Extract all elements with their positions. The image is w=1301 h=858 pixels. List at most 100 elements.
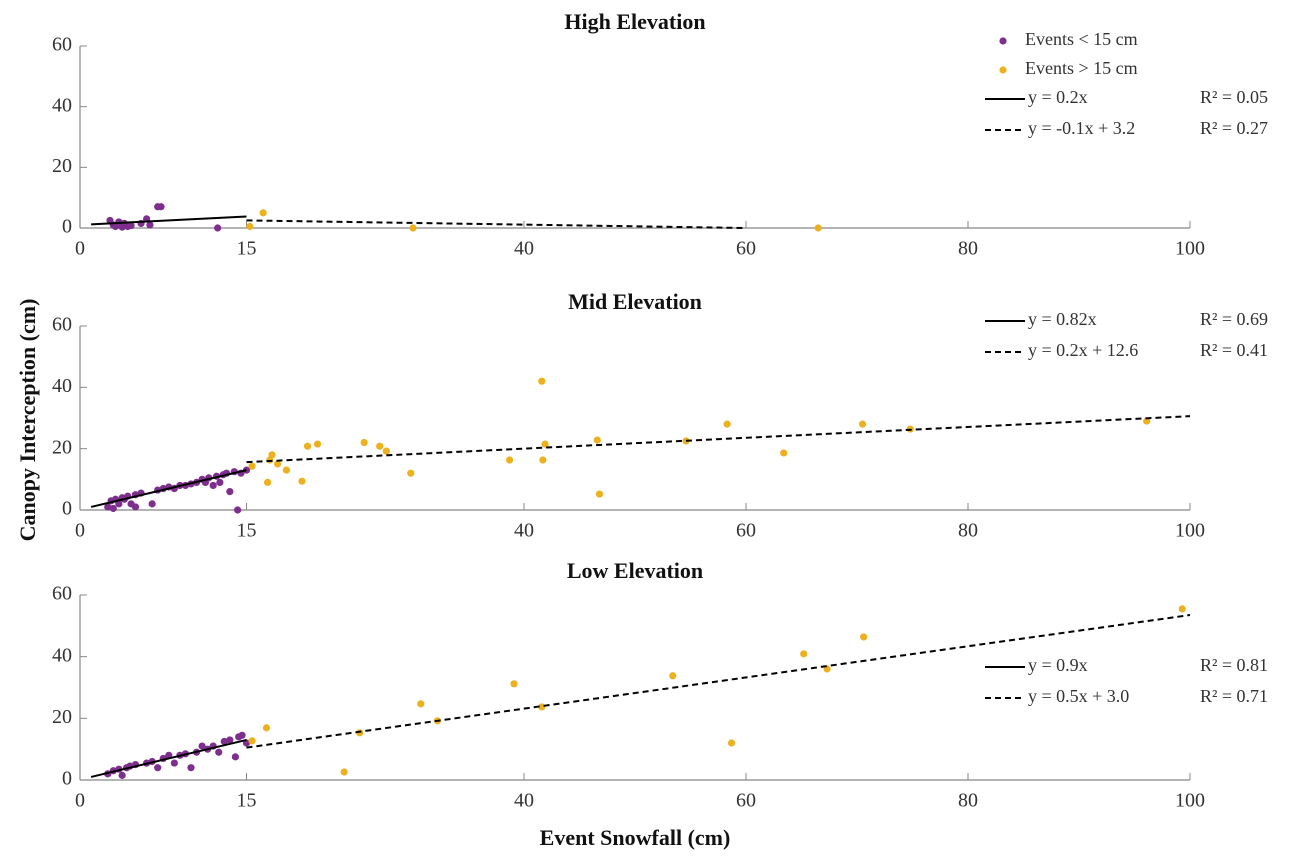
r-squared: R² = 0.05 (1200, 87, 1268, 107)
r-squared: R² = 0.27 (1200, 118, 1268, 138)
point (246, 222, 254, 231)
legend-label: Events > 15 cm (1025, 58, 1138, 78)
x-tick-label: 15 (237, 238, 257, 260)
point (220, 737, 228, 746)
point (407, 469, 415, 477)
point (409, 224, 417, 232)
fit-line (90, 469, 247, 508)
point (104, 503, 112, 511)
y-axis-label: Canopy Interception (cm) (15, 299, 40, 542)
y-tick-label: 40 (52, 375, 72, 397)
chart-title: Mid Elevation (568, 289, 702, 314)
point (187, 764, 195, 772)
point (313, 440, 322, 448)
fit-line (246, 219, 747, 229)
point (340, 768, 348, 776)
point (669, 672, 677, 680)
y-tick-label: 60 (52, 34, 72, 56)
y-tick-label: 20 (52, 436, 72, 458)
point (417, 700, 425, 708)
point (541, 440, 549, 448)
fit-line (246, 614, 1191, 749)
legend-label: y = 0.2x + 12.6 (1028, 340, 1138, 360)
point (1143, 417, 1151, 425)
point (262, 724, 271, 732)
point (238, 731, 246, 739)
point (860, 633, 868, 641)
legend-marker (999, 37, 1007, 45)
y-tick-label: 20 (52, 155, 72, 177)
point (376, 442, 384, 450)
point (157, 203, 165, 211)
point (780, 449, 788, 457)
point (723, 420, 731, 428)
x-tick-label: 80 (958, 790, 978, 812)
fit-line (246, 415, 1191, 464)
x-tick-label: 60 (736, 238, 756, 260)
x-tick-label: 80 (958, 238, 978, 260)
point (248, 737, 256, 745)
point (1178, 605, 1186, 613)
point (231, 753, 239, 761)
y-tick-label: 60 (52, 583, 72, 605)
y-tick-label: 0 (62, 768, 72, 790)
x-tick-label: 60 (736, 790, 756, 812)
x-tick-label: 100 (1175, 238, 1205, 260)
point (198, 742, 206, 750)
point (298, 477, 306, 485)
point (268, 451, 276, 459)
y-tick-label: 0 (62, 216, 72, 238)
x-tick-label: 15 (237, 520, 257, 542)
point (146, 221, 154, 229)
point (109, 504, 117, 513)
r-squared: R² = 0.71 (1200, 686, 1268, 706)
point (505, 456, 514, 464)
point (814, 224, 822, 232)
point (282, 466, 291, 474)
point (382, 447, 390, 455)
point (226, 736, 234, 744)
point (148, 500, 156, 508)
point (215, 748, 223, 756)
x-axis-label: Event Snowfall (cm) (540, 825, 731, 850)
x-tick-label: 0 (75, 520, 85, 542)
y-tick-label: 40 (52, 94, 72, 116)
x-tick-label: 40 (514, 238, 534, 260)
legend-label: y = 0.82x (1028, 309, 1097, 329)
x-tick-label: 40 (514, 520, 534, 542)
point (216, 478, 224, 486)
point (259, 209, 267, 217)
point (214, 224, 222, 232)
point (118, 771, 126, 779)
point (209, 481, 217, 490)
point (303, 442, 312, 450)
point (273, 460, 282, 468)
legend-label: y = -0.1x + 3.2 (1028, 118, 1135, 138)
point (510, 680, 518, 688)
point (226, 488, 234, 496)
point (800, 650, 808, 658)
y-tick-label: 0 (62, 498, 72, 520)
point (360, 438, 368, 447)
point (595, 490, 604, 498)
legend-marker (999, 66, 1007, 74)
point (127, 221, 135, 230)
legend-label: y = 0.9x (1028, 655, 1088, 675)
point (538, 377, 546, 385)
y-tick-label: 40 (52, 644, 72, 666)
x-tick-label: 60 (736, 520, 756, 542)
x-tick-label: 0 (75, 790, 85, 812)
x-tick-label: 0 (75, 238, 85, 260)
fit-line (90, 738, 247, 778)
point (593, 436, 601, 444)
x-tick-label: 80 (958, 520, 978, 542)
x-tick-label: 15 (237, 790, 257, 812)
legend-label: y = 0.5x + 3.0 (1028, 686, 1129, 706)
point (170, 759, 178, 767)
point (858, 420, 867, 428)
y-tick-label: 60 (52, 314, 72, 336)
x-tick-label: 40 (514, 790, 534, 812)
point (727, 739, 736, 747)
